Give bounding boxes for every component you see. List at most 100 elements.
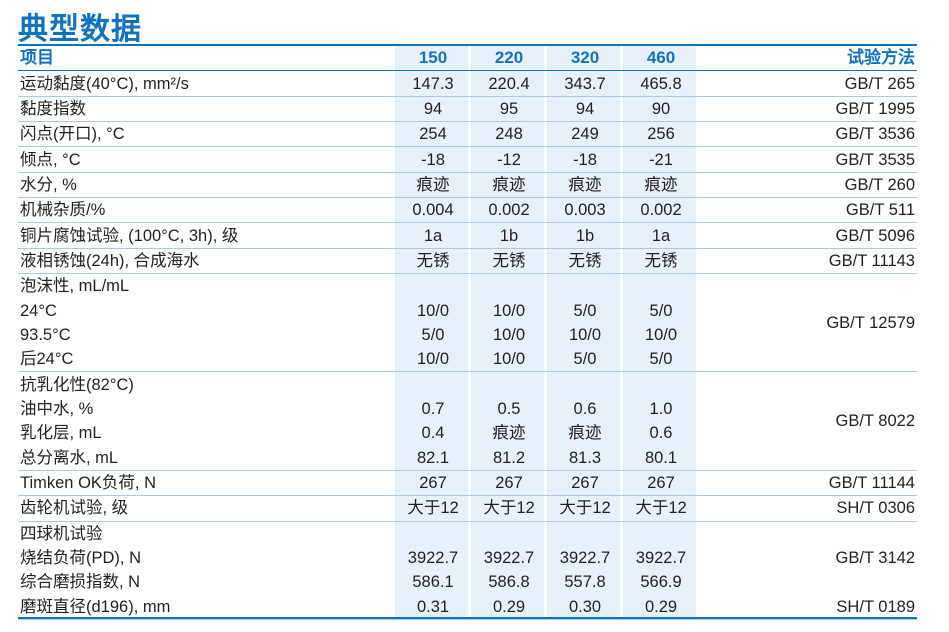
row-value: 大于12 xyxy=(623,495,699,522)
sub-value: 0.30 xyxy=(547,594,623,620)
row-value: 95 xyxy=(471,96,547,123)
empty-cell xyxy=(395,521,471,546)
section-title: 典型数据 xyxy=(18,12,142,47)
row-value: 256 xyxy=(623,121,699,148)
row-value: 无锈 xyxy=(395,248,471,275)
sub-value: 10/0 xyxy=(471,347,547,373)
row-value: 0.002 xyxy=(623,197,699,224)
row-value: 大于12 xyxy=(395,495,471,522)
row-value: 1a xyxy=(395,222,471,249)
group-sub-row: 油中水, % 0.7 0.5 0.6 1.0 xyxy=(18,397,917,421)
header-grade-320: 320 xyxy=(547,46,623,72)
row-value: 90 xyxy=(623,96,699,123)
row-item-label: 液相锈蚀(24h), 合成海水 xyxy=(18,248,395,275)
sub-value: 586.1 xyxy=(412,573,454,592)
sub-value: 81.2 xyxy=(471,445,547,471)
row-item-label: Timken OK负荷, N xyxy=(18,470,395,497)
row-value: 大于12 xyxy=(547,495,623,522)
row-test-method: GB/T 265 xyxy=(699,70,917,97)
sub-value: 0.6 xyxy=(573,399,597,418)
sub-value: 80.1 xyxy=(623,445,699,471)
row-item-label: 机械杂质/% xyxy=(18,197,395,224)
group-heading-label: 泡沫性, mL/mL xyxy=(20,277,130,296)
row-value: 1b xyxy=(471,222,547,249)
empty-cell xyxy=(471,274,547,299)
sub-value: 0.31 xyxy=(395,594,471,620)
sub-item-label: 后24°C xyxy=(18,347,395,373)
group-test-method: GB/T 8022 xyxy=(699,371,917,471)
table-row: 水分, % 痕迹 痕迹 痕迹 痕迹 GB/T 260 xyxy=(18,172,917,199)
row-value: 267 xyxy=(547,470,623,497)
group-sub-row: 93.5°C 5/0 10/0 10/0 10/0 xyxy=(18,323,917,347)
table-row: 运动黏度(40°C), mm²/s 147.3 220.4 343.7 465.8 GB/… xyxy=(18,70,917,97)
row-test-method: GB/T 260 xyxy=(699,172,917,199)
row-item-label: 齿轮机试验, 级 xyxy=(18,495,395,522)
sub-test-method: GB/T 3142 xyxy=(835,549,916,568)
sub-value: 3922.7 xyxy=(635,549,687,568)
group-heading-label: 抗乳化性(82°C) xyxy=(20,375,134,394)
row-item-label: 黏度指数 xyxy=(18,96,395,123)
table-header-row: 项目 150 220 320 460 试验方法 xyxy=(18,46,917,72)
group-heading-label: 四球机试验 xyxy=(20,524,103,543)
sub-value: 痕迹 xyxy=(492,424,526,443)
sub-value: 566.9 xyxy=(640,573,682,592)
row-value: 痕迹 xyxy=(471,172,547,199)
empty-cell xyxy=(623,372,699,397)
empty-cell xyxy=(471,521,547,546)
sub-item-label: 综合磨损指数, N xyxy=(20,573,141,592)
row-item-label: 水分, % xyxy=(18,172,395,199)
sub-item-label: 磨斑直径(d196), mm xyxy=(18,594,395,620)
row-value: 无锈 xyxy=(471,248,547,275)
empty-cell xyxy=(547,274,623,299)
row-value: -21 xyxy=(623,146,699,173)
group-sub-row: 乳化层, mL 0.4 痕迹 痕迹 0.6 xyxy=(18,421,917,445)
row-value: 痕迹 xyxy=(395,172,471,199)
row-value: 267 xyxy=(471,470,547,497)
row-value: -18 xyxy=(547,146,623,173)
row-value: 267 xyxy=(623,470,699,497)
row-value: 0.002 xyxy=(471,197,547,224)
row-value: 1b xyxy=(547,222,623,249)
row-value: 无锈 xyxy=(623,248,699,275)
empty-cell xyxy=(699,521,917,546)
table-top-rule xyxy=(18,44,917,46)
group-heading-row: 四球机试验 xyxy=(18,521,917,546)
sub-test-method xyxy=(699,570,917,594)
table-row: 铜片腐蚀试验, (100°C, 3h), 级 1a 1b 1b 1a GB/T 5096 xyxy=(18,222,917,249)
sub-item-label: 乳化层, mL xyxy=(20,424,102,443)
sub-value: 3922.7 xyxy=(407,549,459,568)
sub-value: 81.3 xyxy=(547,445,623,471)
empty-cell xyxy=(395,372,471,397)
sub-value: 5/0 xyxy=(649,301,673,320)
sub-value: 0.5 xyxy=(497,399,521,418)
sub-value: 3922.7 xyxy=(559,549,611,568)
empty-cell xyxy=(547,372,623,397)
empty-cell xyxy=(623,274,699,299)
sub-value: 5/0 xyxy=(573,301,597,320)
sub-value: 3922.7 xyxy=(483,549,535,568)
group-sub-row: 24°C 10/0 10/0 5/0 5/0 xyxy=(18,298,917,322)
sub-value: 586.8 xyxy=(488,573,530,592)
sub-test-method: SH/T 0189 xyxy=(699,594,917,620)
sub-item-label: 93.5°C xyxy=(20,325,71,344)
empty-cell xyxy=(623,521,699,546)
sub-value: 5/0 xyxy=(547,347,623,373)
row-test-method: GB/T 5096 xyxy=(699,222,917,249)
row-value: 痕迹 xyxy=(623,172,699,199)
sub-value: 0.29 xyxy=(471,594,547,620)
sub-value: 0.6 xyxy=(649,424,673,443)
row-value: -12 xyxy=(471,146,547,173)
table-row: Timken OK负荷, N 267 267 267 267 GB/T 11144 xyxy=(18,470,917,497)
group-sub-row: 烧结负荷(PD), N 3922.7 3922.7 3922.7 3922.7 GB/T … xyxy=(18,546,917,570)
row-test-method: GB/T 11144 xyxy=(699,470,917,497)
row-item-label: 铜片腐蚀试验, (100°C, 3h), 级 xyxy=(18,222,395,249)
empty-cell xyxy=(471,372,547,397)
table-row: 倾点, °C -18 -12 -18 -21 GB/T 3535 xyxy=(18,146,917,173)
row-test-method: SH/T 0306 xyxy=(699,495,917,522)
sub-value: 10/0 xyxy=(644,325,678,344)
row-item-label: 运动黏度(40°C), mm²/s xyxy=(18,70,395,97)
sub-item-label: 24°C xyxy=(20,301,57,320)
table-row: 齿轮机试验, 级大于12 大于12 大于12 大于12 SH/T 0306 xyxy=(18,495,917,522)
sub-value: 0.7 xyxy=(421,399,445,418)
table-row: 黏度指数 94 95 94 90 GB/T 1995 xyxy=(18,96,917,123)
